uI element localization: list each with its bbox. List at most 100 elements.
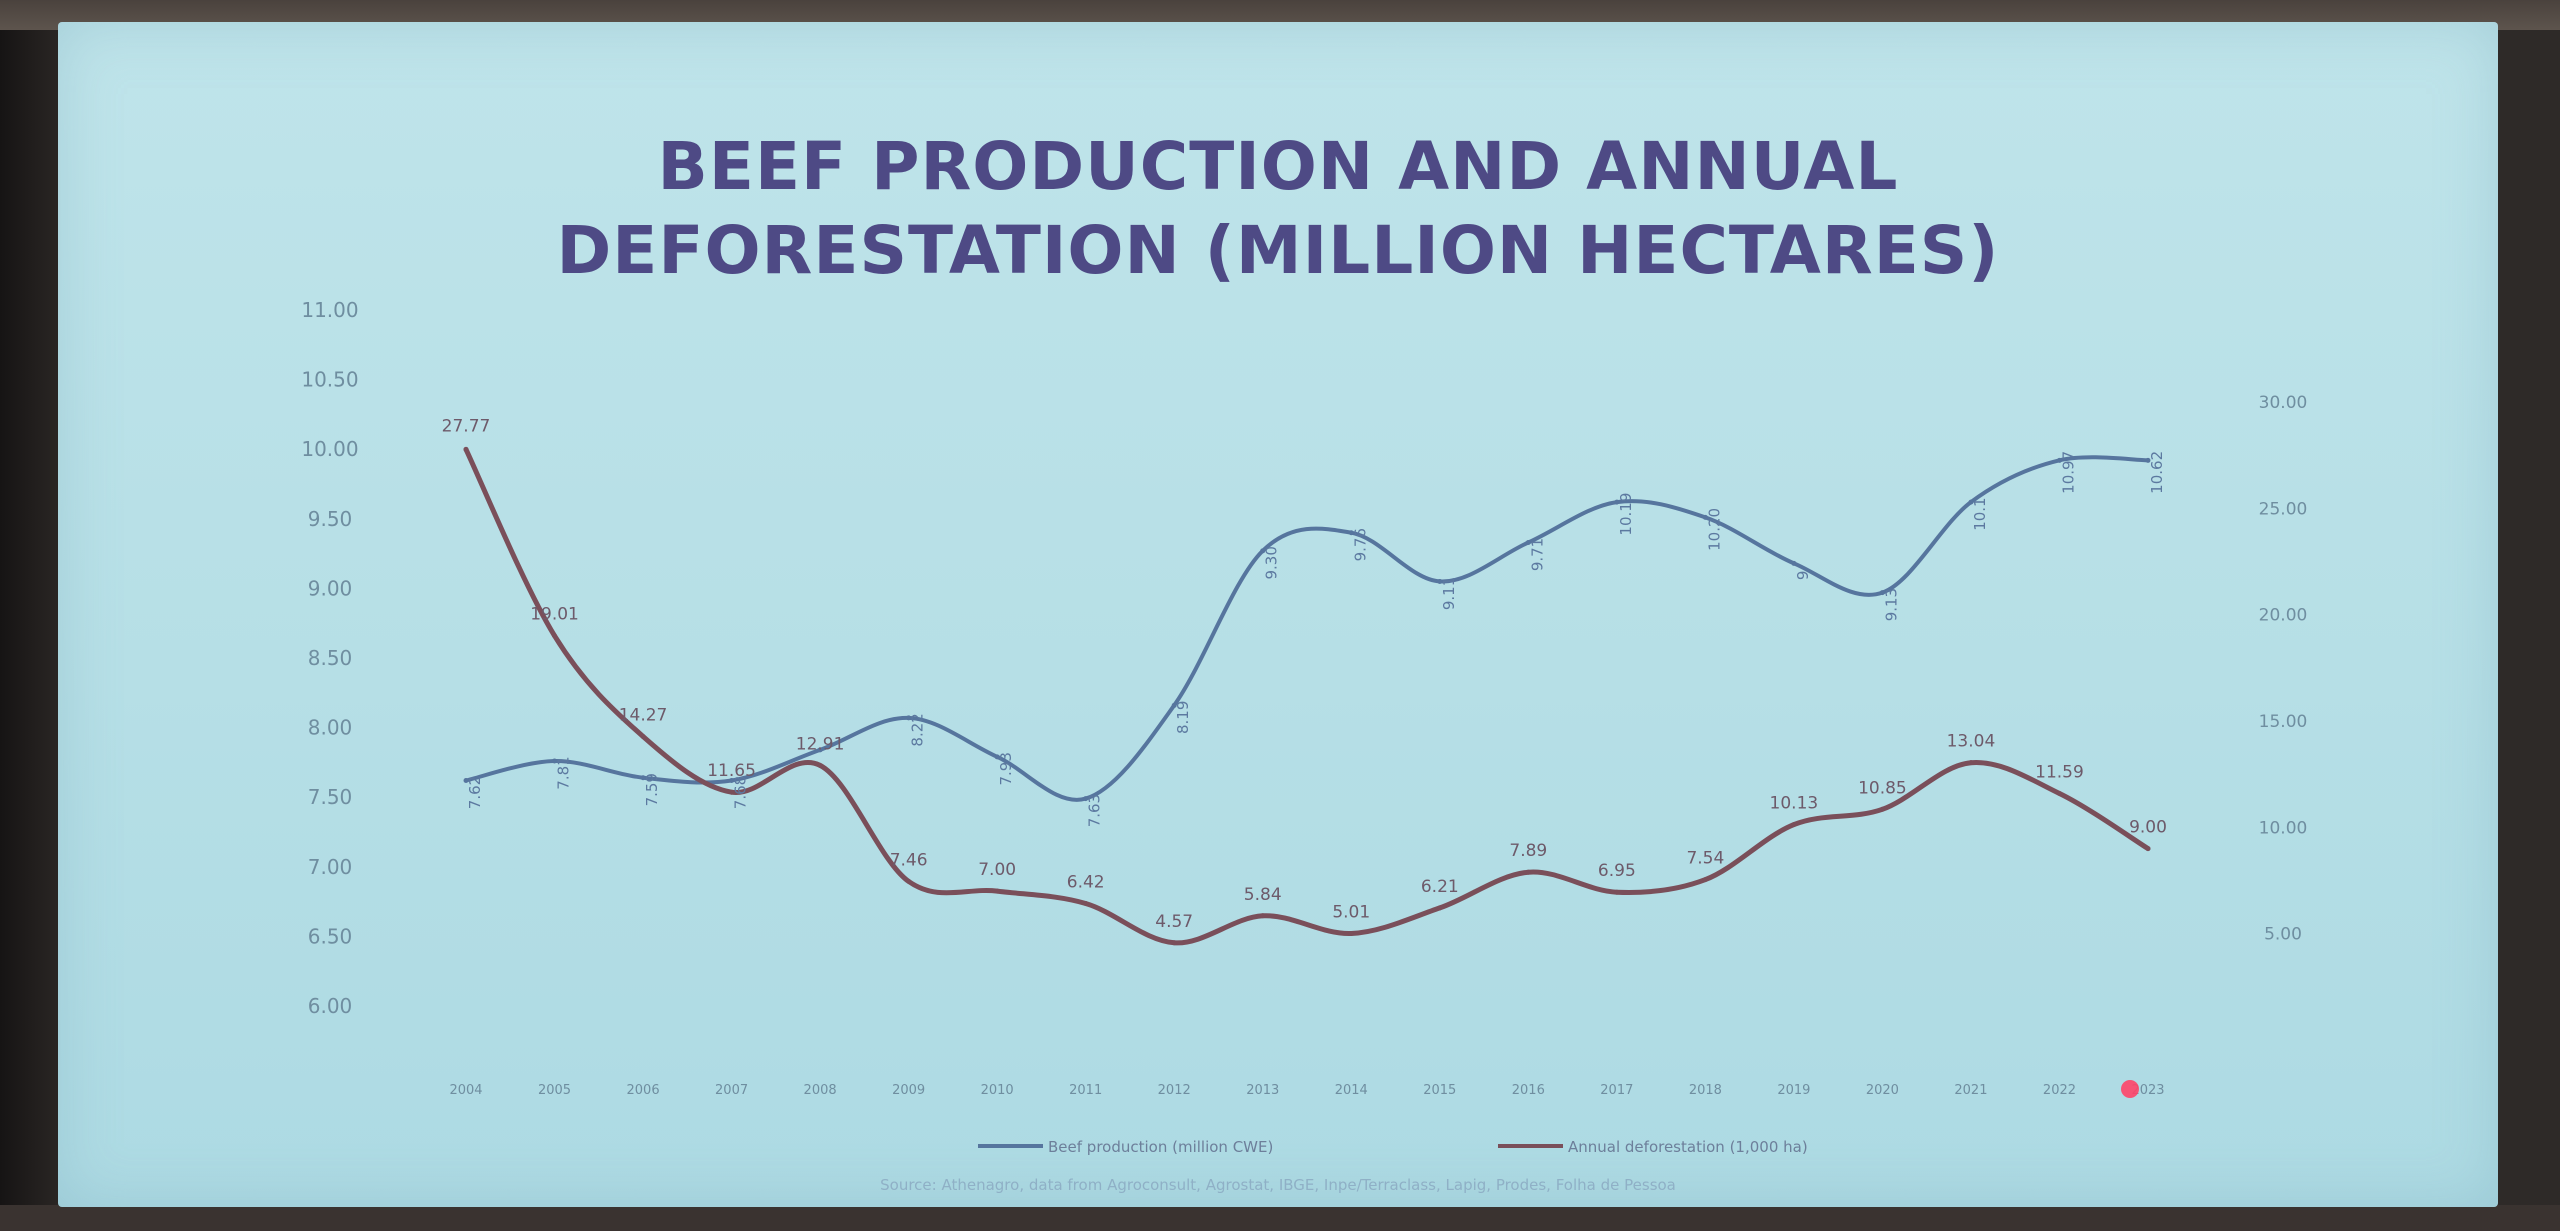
x-axis-tick-label: 2022 xyxy=(2043,1083,2076,1098)
series-lines xyxy=(463,446,2151,946)
deforestation-point xyxy=(729,789,735,795)
right-axis-tick-label: 25.00 xyxy=(2259,499,2308,519)
x-axis-tick-label: 2005 xyxy=(538,1083,571,1098)
x-axis-tick-label: 2014 xyxy=(1335,1083,1368,1098)
left-y-axis: 11.00 10.50 10.00 9.50 9.00 8.50 8.00 7.50 7.00 6… xyxy=(301,298,358,1018)
beef-data-label: 7.81 xyxy=(555,756,573,789)
right-axis-tick-label: 30.00 xyxy=(2259,393,2308,413)
deforestation-point xyxy=(1968,760,1974,766)
x-axis-tick-label: 2013 xyxy=(1246,1083,1279,1098)
beef-data-label: 10.1 xyxy=(1971,497,1989,530)
deforestation-point xyxy=(2145,846,2151,852)
right-axis-tick-label: 15.00 xyxy=(2259,712,2308,732)
deforestation-point xyxy=(1260,913,1266,919)
beef-data-label: 7.62 xyxy=(466,776,484,809)
beef-point xyxy=(1525,539,1531,545)
legend: Beef production (million CWE) Annual defo… xyxy=(978,1138,1808,1156)
deforestation-data-label: 4.57 xyxy=(1155,912,1193,932)
deforestation-point xyxy=(640,734,646,740)
x-axis: 2004 2005 2006 2007 2008 2009 2010 2011 2012 2013… xyxy=(449,1083,2164,1098)
beef-point xyxy=(1879,590,1885,596)
beef-point xyxy=(906,715,912,721)
beef-data-label: 8.19 xyxy=(1174,701,1192,734)
left-axis-tick-label: 11.00 xyxy=(301,298,358,322)
deforestation-data-label: 11.59 xyxy=(2035,763,2084,783)
beef-point xyxy=(1348,530,1354,536)
deforestation-line xyxy=(463,446,2151,946)
x-axis-tick-label: 2017 xyxy=(1600,1083,1633,1098)
x-axis-tick-label: 2015 xyxy=(1423,1083,1456,1098)
beef-data-label: 9.13 xyxy=(1882,588,1900,621)
beef-point xyxy=(640,775,646,781)
left-axis-tick-label: 6.00 xyxy=(308,994,353,1018)
beef-data-label: 7.59 xyxy=(643,773,661,806)
x-axis-tick-label: 2010 xyxy=(981,1083,1014,1098)
deforestation-data-label: 12.91 xyxy=(796,734,845,754)
x-axis-tick-label: 2011 xyxy=(1069,1083,1102,1098)
deforestation-point xyxy=(817,762,823,768)
x-axis-tick-label: 2008 xyxy=(804,1083,837,1098)
x-axis-tick-label: 2019 xyxy=(1777,1083,1810,1098)
left-axis-tick-label: 9.50 xyxy=(308,507,353,531)
beef-data-label: 10.97 xyxy=(2059,451,2077,494)
x-axis-tick-label: 2016 xyxy=(1512,1083,1545,1098)
room-wall-left xyxy=(0,0,60,1231)
deforestation-data-label: 6.95 xyxy=(1598,861,1636,881)
beef-data-label: 10.62 xyxy=(2148,451,2166,494)
deforestation-data-label: 10.13 xyxy=(1770,794,1819,814)
line-chart: 11.00 10.50 10.00 9.50 9.00 8.50 8.00 7.50 7.00 6… xyxy=(301,298,2308,1194)
deforestation-data-label: 6.21 xyxy=(1421,877,1459,897)
left-axis-tick-label: 8.50 xyxy=(308,646,353,670)
beef-point xyxy=(1260,548,1266,554)
deforestation-data-label: 7.46 xyxy=(890,850,928,870)
room-floor xyxy=(0,1205,2560,1231)
left-axis-tick-label: 10.00 xyxy=(301,437,358,461)
deforestation-point xyxy=(906,878,912,884)
deforestation-point xyxy=(1614,889,1620,895)
deforestation-data-label: 11.65 xyxy=(707,761,756,781)
x-axis-tick-label: 2007 xyxy=(715,1083,748,1098)
left-axis-tick-label: 7.50 xyxy=(308,785,353,809)
beef-data-label: 10.20 xyxy=(1705,508,1723,551)
right-axis-tick-label: 10.00 xyxy=(2259,818,2308,838)
deforestation-data-label: 13.04 xyxy=(1947,732,1996,752)
beef-point xyxy=(1702,514,1708,520)
right-axis-tick-label: 20.00 xyxy=(2259,606,2308,626)
deforestation-point xyxy=(1791,822,1797,828)
legend-label-beef: Beef production (million CWE) xyxy=(1048,1138,1273,1156)
slide-title-line-2: DEFORESTATION (MILLION HECTARES) xyxy=(556,212,2000,289)
beef-point xyxy=(2056,457,2062,463)
deforestation-point xyxy=(1525,869,1531,875)
x-axis-tick-label: 2020 xyxy=(1866,1083,1899,1098)
x-axis-tick-label: 2021 xyxy=(1954,1083,1987,1098)
deforestation-data-label: 9.00 xyxy=(2129,818,2167,838)
left-axis-tick-label: 9.00 xyxy=(308,576,353,600)
deforestation-data-label: 19.01 xyxy=(530,605,579,625)
x-axis-tick-label: 2023 xyxy=(2131,1083,2164,1098)
deforestation-data-label: 6.42 xyxy=(1067,872,1105,892)
beef-point xyxy=(994,754,1000,760)
beef-point xyxy=(1083,796,1089,802)
x-axis-tick-label: 2006 xyxy=(627,1083,660,1098)
deforestation-point xyxy=(1702,877,1708,883)
deforestation-point xyxy=(463,446,469,452)
beef-data-label: 9.30 xyxy=(1263,546,1281,579)
deforestation-data-label: 7.54 xyxy=(1686,849,1724,869)
right-y-axis: 30.00 25.00 20.00 15.00 10.00 5.00 xyxy=(2259,393,2308,945)
right-axis-tick-label: 5.00 xyxy=(2264,925,2302,945)
beef-point xyxy=(1614,499,1620,505)
beef-point xyxy=(817,747,823,753)
deforestation-data-label: 27.77 xyxy=(442,416,491,436)
beef-data-label: 7.68 xyxy=(732,776,750,809)
beef-data-label: 10.19 xyxy=(1617,493,1635,536)
slide-title-line-1: BEEF PRODUCTION AND ANNUAL xyxy=(657,128,1899,205)
beef-point xyxy=(1171,702,1177,708)
beef-data-label: 9 xyxy=(1794,571,1812,581)
deforestation-point xyxy=(994,888,1000,894)
beef-point xyxy=(463,777,469,783)
deforestation-point xyxy=(1083,900,1089,906)
beef-point xyxy=(1437,578,1443,584)
deforestation-point xyxy=(1348,930,1354,936)
beef-data-label: 8.22 xyxy=(909,713,927,746)
beef-data-label: 9.71 xyxy=(1528,538,1546,571)
